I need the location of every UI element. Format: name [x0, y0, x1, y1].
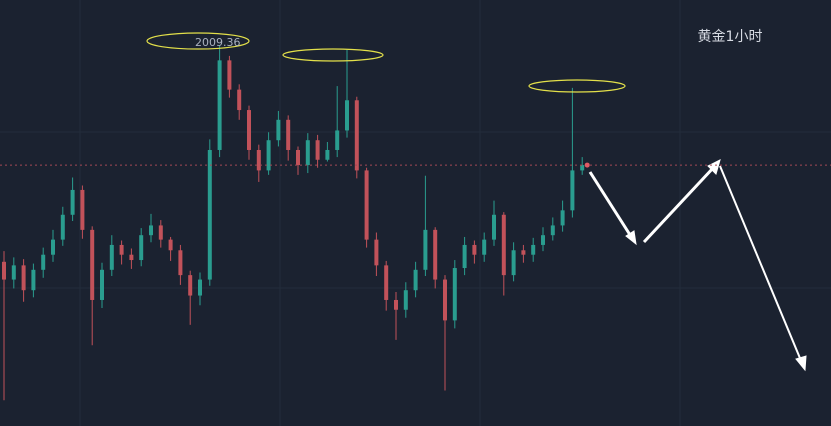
candle-body — [521, 250, 526, 255]
candle-body — [11, 265, 16, 280]
candle-body — [305, 140, 310, 166]
candle-body — [90, 229, 95, 300]
candle-body — [394, 299, 398, 310]
candle-body — [247, 110, 251, 150]
candles — [2, 45, 585, 401]
candle-body — [100, 269, 104, 300]
highlight-ellipse — [282, 48, 384, 62]
candle-body — [276, 119, 281, 141]
candle-body — [433, 229, 438, 280]
candle-body — [296, 149, 300, 166]
arrow-head — [707, 159, 721, 175]
candle-body — [109, 244, 114, 270]
candle-body — [472, 244, 477, 255]
arrow — [642, 165, 716, 244]
candle-body — [237, 89, 242, 111]
candle-body — [364, 170, 369, 240]
highlight-ellipse — [146, 32, 250, 50]
candle-body — [413, 269, 418, 291]
candle-body — [492, 214, 496, 240]
candle-body — [384, 265, 389, 300]
candle-body — [31, 269, 36, 291]
candle-body — [550, 225, 555, 236]
candle-body — [21, 265, 26, 291]
candle-body — [374, 239, 379, 266]
candle-body — [207, 149, 212, 280]
candle-body — [286, 119, 291, 150]
candle-body — [256, 149, 261, 171]
candle-body — [570, 170, 575, 211]
candle-body — [403, 290, 408, 310]
candle-body — [482, 239, 487, 255]
candle-body — [580, 165, 585, 171]
candle-body — [462, 244, 467, 269]
candle-body — [178, 250, 183, 276]
arrow — [719, 165, 803, 364]
candle-body — [541, 235, 545, 245]
candle-body — [51, 239, 55, 255]
candle-body — [315, 140, 320, 160]
arrow-head — [795, 355, 807, 372]
annotation: 2009.36 — [195, 36, 241, 49]
candle-body — [531, 244, 536, 255]
candle-body — [149, 225, 153, 236]
last-price-dot — [584, 162, 590, 168]
arrow — [588, 171, 634, 239]
candle-body — [217, 60, 222, 150]
highlight-ellipse — [528, 79, 626, 93]
candle-body — [501, 214, 506, 276]
candle-body — [354, 100, 359, 171]
candle-body — [188, 275, 193, 296]
candle-body — [41, 254, 46, 270]
candle-body — [452, 268, 457, 321]
candle-body — [168, 239, 173, 251]
candle-body — [511, 250, 516, 276]
candle-body — [266, 140, 271, 171]
arrow-head — [625, 230, 637, 246]
candle-body — [80, 189, 85, 230]
candle-body — [119, 244, 124, 255]
candle-body — [158, 225, 163, 240]
candle-body — [70, 189, 75, 215]
candle-body — [443, 279, 447, 321]
candle-body — [345, 100, 349, 131]
candle-body — [325, 149, 330, 160]
candle-body — [139, 235, 144, 261]
candle-body — [335, 130, 340, 150]
arrows — [588, 159, 807, 372]
candle-body — [560, 210, 565, 226]
candle-body — [60, 214, 65, 240]
candle-body — [2, 261, 6, 280]
chart-title: 黄金1小时 — [698, 28, 763, 45]
candle-body — [227, 60, 232, 90]
candle-body — [423, 229, 428, 270]
candle-body — [129, 254, 134, 261]
candle-body — [198, 279, 202, 296]
